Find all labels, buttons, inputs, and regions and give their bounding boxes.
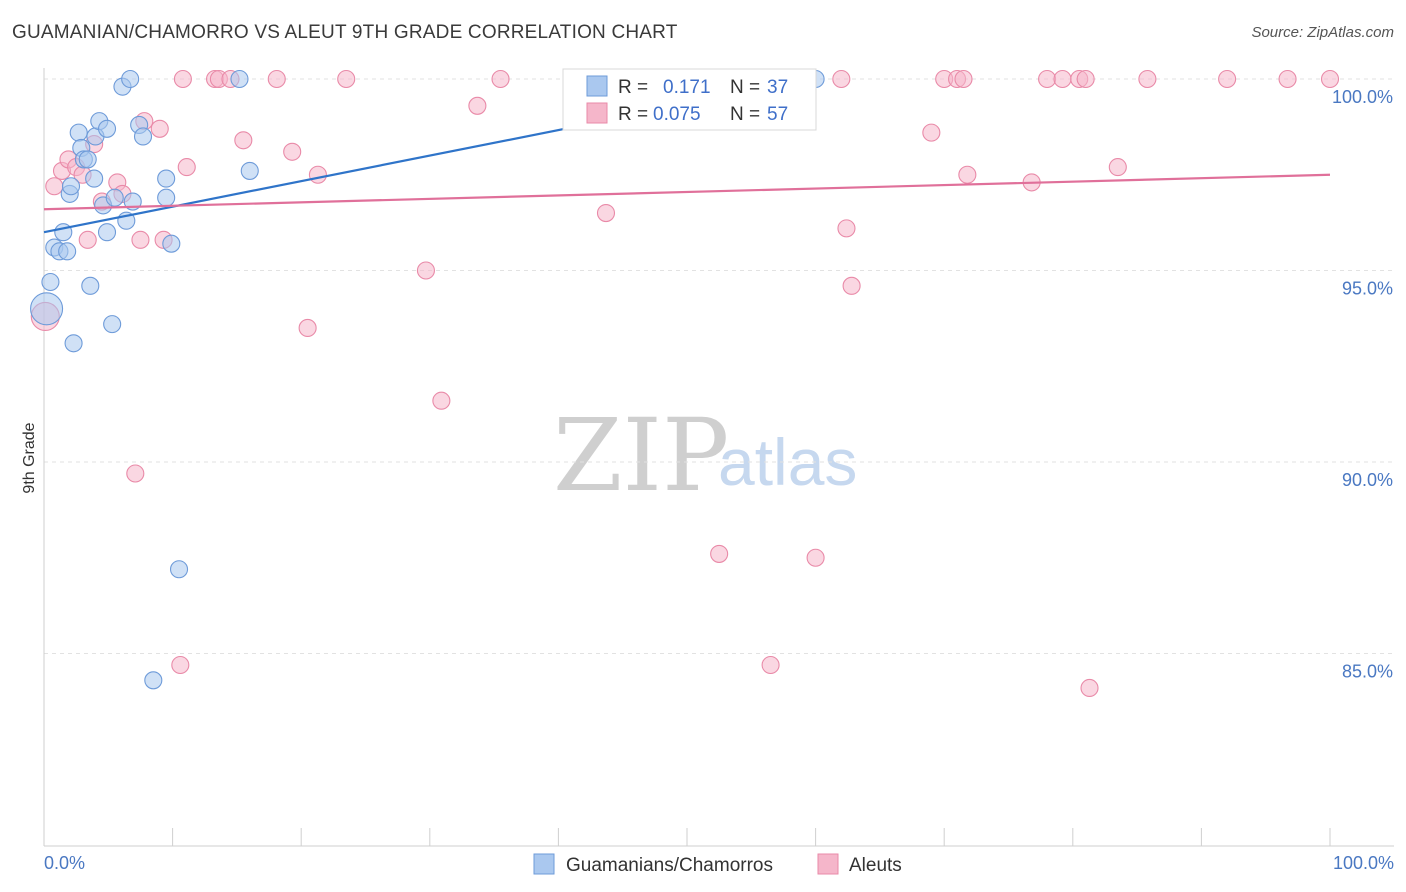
pink-point-22	[234, 131, 253, 150]
pink-point-24	[283, 142, 302, 161]
legend-n-label-blue: N =	[730, 77, 760, 98]
blue-point-32	[169, 560, 189, 579]
pink-point-29	[432, 391, 451, 410]
legend-n-value-blue: 37	[767, 77, 788, 98]
pink-point-44	[958, 165, 977, 184]
legend-swatch-blue	[586, 75, 608, 97]
guamanians-points	[30, 69, 825, 690]
blue-point-33	[230, 69, 249, 89]
pink-point-27	[337, 69, 356, 89]
bottom-legend-label-pink: Aleuts	[849, 855, 902, 876]
pink-point-23	[267, 69, 286, 89]
pink-point-50	[1080, 678, 1099, 698]
y-tick-label-0: 100.0%	[1332, 87, 1393, 107]
pink-point-56	[832, 69, 851, 89]
legend-r-label-blue: R =	[618, 77, 648, 98]
blue-point-5	[58, 242, 77, 261]
blue-point-30	[157, 188, 176, 207]
pink-point-11	[126, 464, 145, 483]
legend-r-label-pink: R =	[618, 104, 648, 125]
source-label: Source: ZipAtlas.com	[1251, 24, 1394, 41]
blue-point-27	[133, 127, 153, 146]
pink-point-53	[1218, 69, 1237, 89]
legend-n-label-pink: N =	[730, 104, 760, 125]
correlation-legend: R = 0.171 N = 37 R = 0.075 N = 57	[562, 68, 817, 131]
y-tick-label-2: 90.0%	[1342, 470, 1393, 490]
bottom-legend-swatch-pink	[817, 853, 839, 875]
legend-r-value-pink: 0.075	[653, 104, 701, 125]
x-tick-label-max: 100.0%	[1333, 853, 1394, 873]
pink-point-32	[596, 204, 616, 223]
blue-point-12	[78, 150, 97, 169]
blue-point-13	[81, 276, 100, 295]
blue-point-21	[105, 188, 124, 207]
chart-title: GUAMANIAN/CHAMORRO VS ALEUT 9TH GRADE CO…	[12, 22, 678, 43]
bottom-legend-swatch-blue	[533, 853, 555, 875]
pink-point-38	[837, 219, 856, 238]
blue-point-1	[41, 272, 60, 292]
pink-point-30	[468, 96, 487, 115]
pink-point-49	[1076, 69, 1095, 89]
pink-point-34	[710, 544, 729, 563]
pink-point-26	[308, 165, 327, 184]
pink-point-14	[150, 119, 169, 138]
pink-point-16	[171, 655, 190, 675]
pink-point-40	[922, 123, 941, 142]
pink-point-1	[45, 177, 64, 196]
pink-point-37	[806, 548, 825, 567]
x-tick-label-min: 0.0%	[44, 853, 85, 873]
pink-point-51	[1108, 158, 1127, 177]
aleuts-points	[30, 69, 1340, 698]
pink-trend-line	[43, 173, 1331, 211]
y-tick-label-3: 85.0%	[1342, 662, 1393, 682]
pink-point-39	[842, 276, 861, 295]
pink-point-25	[298, 318, 317, 338]
y-axis-label: 9th Grade	[21, 422, 38, 493]
pink-point-52	[1138, 69, 1157, 89]
legend-swatch-pink	[586, 102, 608, 124]
bottom-legend-label-blue: Guamanians/Chamorros	[566, 855, 773, 876]
legend-n-value-pink: 57	[767, 104, 788, 125]
axes	[43, 68, 1394, 847]
pink-point-28	[416, 261, 435, 280]
blue-point-29	[157, 169, 176, 188]
blue-point-19	[97, 223, 117, 242]
blue-point-20	[103, 315, 122, 334]
pink-point-6	[78, 230, 97, 249]
blue-point-18	[97, 119, 117, 138]
pink-point-47	[1053, 69, 1072, 89]
blue-point-34	[240, 161, 259, 180]
pink-point-46	[1038, 69, 1057, 89]
pink-point-43	[954, 69, 973, 89]
series-legend: Guamanians/Chamorros Aleuts	[533, 853, 902, 876]
pink-point-12	[131, 230, 150, 249]
watermark-zip: ZIP	[553, 397, 729, 514]
legend-r-value-blue: 0.171	[663, 77, 711, 98]
y-tick-labels: 100.0% 95.0% 90.0% 85.0%	[1332, 87, 1393, 682]
blue-point-31	[162, 234, 181, 253]
blue-point-7	[61, 177, 81, 196]
blue-point-28	[144, 671, 163, 690]
blue-point-24	[121, 69, 140, 89]
blue-point-8	[64, 334, 83, 353]
y-tick-label-1: 95.0%	[1342, 279, 1393, 299]
pink-point-17	[173, 69, 192, 89]
pink-point-18	[177, 158, 196, 177]
pink-point-55	[1320, 69, 1340, 89]
blue-point-0	[30, 292, 64, 326]
pink-point-36	[761, 655, 780, 675]
blue-point-9	[69, 123, 88, 142]
blue-point-14	[85, 169, 104, 188]
pink-point-54	[1278, 69, 1297, 89]
pink-point-31	[491, 69, 510, 89]
x-tick-marks	[43, 828, 1331, 846]
